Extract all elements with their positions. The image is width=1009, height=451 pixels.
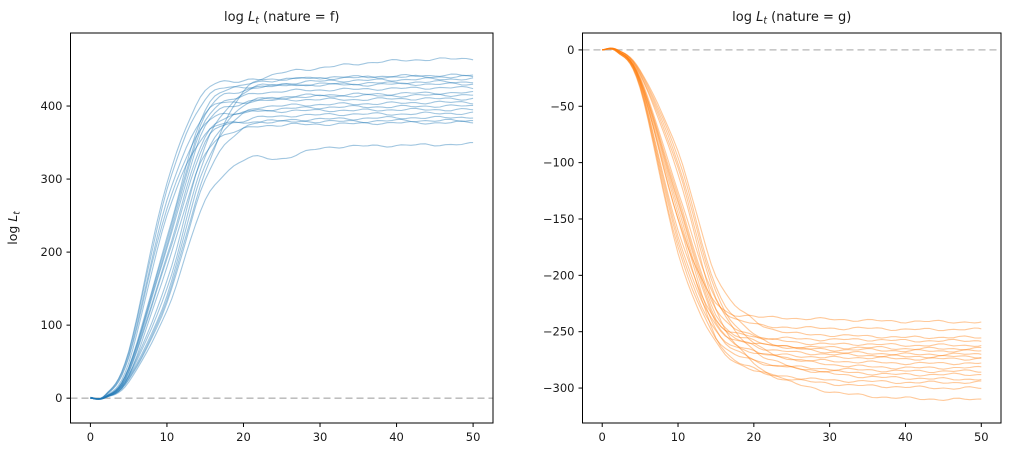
y-tick-label: −250 bbox=[543, 325, 575, 339]
y-tick-label: 0 bbox=[55, 391, 62, 405]
x-tick-label: 10 bbox=[160, 430, 175, 444]
x-tick-label: 20 bbox=[747, 430, 762, 444]
x-tick-label: 30 bbox=[822, 430, 837, 444]
trajectory-line bbox=[602, 48, 982, 332]
trajectory-line bbox=[90, 85, 474, 400]
trajectory-line bbox=[90, 93, 474, 400]
x-tick-label: 40 bbox=[389, 430, 404, 444]
trajectory-line bbox=[90, 90, 474, 400]
trajectory-line bbox=[90, 115, 474, 400]
trajectory-line bbox=[602, 47, 982, 370]
right-subplot-title-suffix: (nature = g) bbox=[767, 10, 851, 25]
x-tick-label: 20 bbox=[236, 430, 251, 444]
x-tick-label: 10 bbox=[671, 430, 686, 444]
trajectory-line bbox=[90, 100, 474, 400]
x-tick-label: 50 bbox=[974, 430, 989, 444]
y-tick-label: 300 bbox=[41, 172, 63, 186]
right-subplot-title-prefix: log bbox=[732, 10, 756, 25]
trajectory-line bbox=[602, 48, 982, 359]
y-axis-label: log Lt bbox=[5, 211, 23, 245]
y-tick-label: −200 bbox=[543, 268, 575, 282]
left-subplot-title-suffix: (nature = f) bbox=[259, 10, 340, 25]
right-subplot-title-subscript: t bbox=[763, 16, 767, 27]
x-tick-label: 50 bbox=[466, 430, 481, 444]
trajectory-line bbox=[90, 82, 474, 400]
y-tick-label: 400 bbox=[41, 99, 63, 113]
y-axis-label-variable: L bbox=[5, 215, 20, 222]
y-tick-label: −150 bbox=[543, 212, 575, 226]
trajectory-line bbox=[602, 47, 982, 366]
trajectory-line bbox=[602, 47, 982, 377]
trajectory-line bbox=[602, 48, 982, 385]
axes-spines bbox=[582, 32, 1002, 424]
y-axis-label-subscript: t bbox=[13, 211, 23, 215]
trajectory-line bbox=[90, 142, 474, 400]
trajectory-line bbox=[602, 47, 982, 381]
y-tick-label: −100 bbox=[543, 156, 575, 170]
right-subplot-title-variable: L bbox=[756, 10, 763, 25]
x-tick-label: 40 bbox=[898, 430, 913, 444]
trajectory-line bbox=[602, 48, 982, 351]
trajectory-line bbox=[90, 97, 474, 400]
trajectory-line bbox=[90, 104, 474, 400]
trajectory-line bbox=[602, 47, 982, 390]
x-tick-label: 0 bbox=[599, 430, 606, 444]
trajectory-line bbox=[90, 107, 474, 400]
trajectory-line bbox=[90, 77, 474, 400]
trajectory-line bbox=[90, 111, 474, 400]
trajectory-line bbox=[602, 48, 982, 361]
trajectory-line bbox=[602, 47, 982, 401]
x-tick-label: 30 bbox=[313, 430, 328, 444]
right-subplot: 0 10 20 30 40 50 0 −50 −100 −150 −200 −250 −300 log L… bbox=[543, 10, 1002, 444]
left-subplot-title: log Lt (nature = f) bbox=[224, 10, 339, 27]
left-subplot: 0 10 20 30 40 50 0 100 200 300 400 log Lt (nature =… bbox=[5, 10, 494, 444]
y-axis-label-prefix: log bbox=[5, 222, 20, 245]
trajectory-line bbox=[602, 48, 982, 353]
trajectory-line bbox=[90, 73, 474, 400]
y-tick-label: −300 bbox=[543, 381, 575, 395]
trajectory-line bbox=[602, 47, 982, 343]
y-tick-label: −50 bbox=[550, 99, 574, 113]
trajectory-line bbox=[90, 120, 474, 400]
trajectory-line bbox=[602, 47, 982, 357]
trajectory-line bbox=[602, 48, 982, 374]
trajectory-line bbox=[90, 79, 474, 400]
y-tick-label: 100 bbox=[41, 318, 63, 332]
axes-spines bbox=[70, 32, 494, 424]
y-tick-label: 200 bbox=[41, 245, 63, 259]
trajectory-line bbox=[90, 57, 474, 400]
left-subplot-title-variable: L bbox=[248, 10, 255, 25]
trajectory-line bbox=[602, 48, 982, 347]
trajectory-line bbox=[602, 47, 982, 340]
y-tick-label: 0 bbox=[567, 43, 574, 57]
left-subplot-title-subscript: t bbox=[255, 16, 259, 27]
right-subplot-title: log Lt (nature = g) bbox=[732, 10, 851, 27]
trajectory-line bbox=[90, 74, 474, 400]
left-subplot-title-prefix: log bbox=[224, 10, 248, 25]
x-tick-label: 0 bbox=[87, 430, 94, 444]
trajectory-line bbox=[602, 47, 982, 324]
trajectory-line bbox=[90, 118, 474, 400]
